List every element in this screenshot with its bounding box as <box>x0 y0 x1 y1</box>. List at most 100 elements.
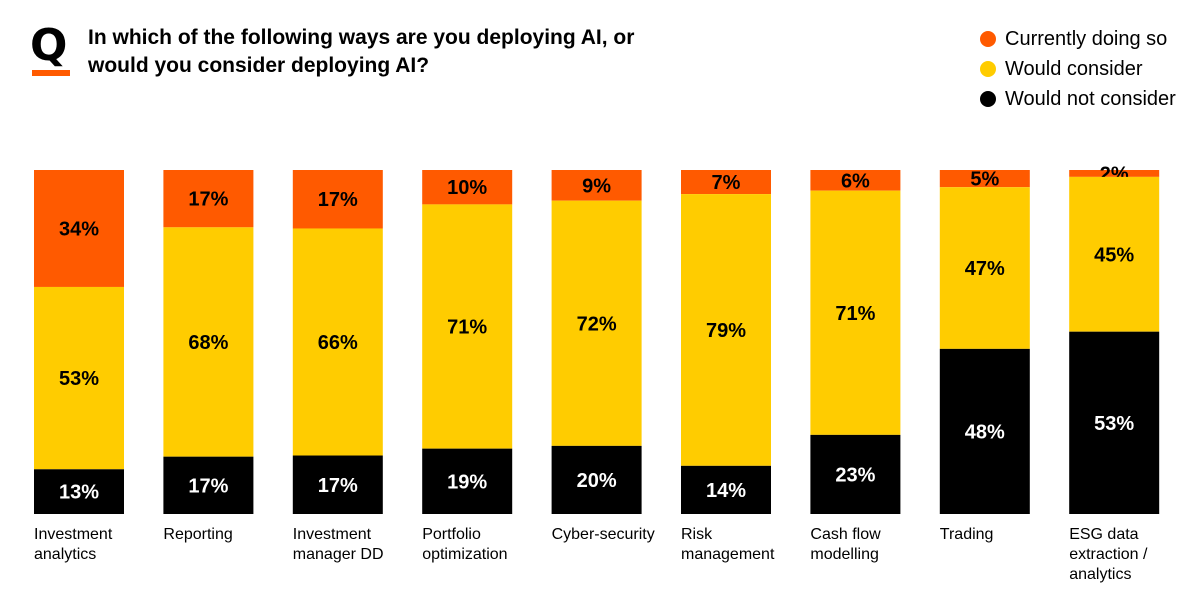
category-label-line: extraction / <box>1069 546 1148 563</box>
data-label-would-not: 17% <box>318 475 358 497</box>
category-label-line: analytics <box>34 546 96 563</box>
legend-label-currently: Currently doing so <box>1005 27 1168 50</box>
bar-group: 5% 47% 48% Trading <box>939 169 1030 543</box>
data-label-would-consider: 72% <box>577 313 617 335</box>
legend-item-would-consider: Would consider <box>980 54 1176 84</box>
bar-segment-would-consider <box>34 286 124 470</box>
data-label-would-consider: 68% <box>188 332 228 354</box>
data-label-currently: 5% <box>970 169 999 191</box>
category-label-line: management <box>681 546 775 563</box>
bar-group: 6% 71% 23% Cash flow modelling <box>810 170 901 563</box>
category-label: Risk management <box>681 526 775 563</box>
bar-group: 7% 79% 14% Risk management <box>681 170 775 563</box>
bar-segment-would-not <box>292 455 383 514</box>
category-label-line: optimization <box>422 546 507 563</box>
data-label-would-not: 14% <box>706 480 746 502</box>
data-label-would-not: 20% <box>577 470 617 492</box>
bar-group: 10% 71% 19% Portfolio optimization <box>422 170 513 563</box>
data-label-currently: 17% <box>188 189 228 211</box>
bar-group: 2%45%53%ESG data extraction / analytics <box>1069 163 1160 583</box>
bar-segment-currently <box>422 170 513 205</box>
bar-segment-would-consider <box>939 187 1030 349</box>
data-label-currently: 7% <box>712 172 741 194</box>
legend-dot-would-not <box>980 91 996 107</box>
data-label-would-not: 48% <box>965 421 1005 443</box>
category-label: Portfolio optimization <box>422 526 507 563</box>
bar-group: 17% 68% 17% Reporting <box>163 170 254 543</box>
bar-segment-would-not <box>551 445 642 514</box>
bar-segment-would-not <box>681 465 771 514</box>
bar-segment-would-consider <box>422 204 513 449</box>
q-logo: Q <box>30 20 72 76</box>
legend-label-would-consider: Would consider <box>1005 57 1143 80</box>
data-label-would-consider: 79% <box>706 320 746 342</box>
bar-segment-would-consider <box>163 227 254 457</box>
bar-segment-currently <box>163 170 254 228</box>
data-label-would-not: 19% <box>447 471 487 493</box>
data-label-would-consider: 71% <box>835 303 875 325</box>
legend: Currently doing so Would consider Would … <box>980 24 1176 114</box>
data-label-would-not: 13% <box>59 482 99 504</box>
data-label-would-consider: 47% <box>965 258 1005 280</box>
data-label-would-consider: 53% <box>59 368 99 390</box>
category-label-line: Cash flow <box>810 526 881 543</box>
category-label-line: Risk <box>681 526 713 543</box>
q-logo-letter: Q <box>30 20 67 71</box>
category-label-line: modelling <box>810 546 878 563</box>
category-label-line: Trading <box>940 526 994 543</box>
data-label-currently: 9% <box>582 175 611 197</box>
data-label-currently: 34% <box>59 218 99 240</box>
bar-segment-would-not <box>422 448 513 514</box>
data-label-would-consider: 66% <box>318 332 358 354</box>
bar-group: 17% 66% 17% Investment manager DD <box>292 170 384 563</box>
category-label: Reporting <box>163 526 232 543</box>
category-label: Investment analytics <box>34 526 113 563</box>
bar-segment-currently <box>34 170 124 287</box>
bar-segment-would-consider <box>1069 176 1160 332</box>
category-label: Investment manager DD <box>293 526 384 563</box>
bar-segment-would-consider <box>292 228 383 456</box>
category-label: ESG data extraction / analytics <box>1069 526 1148 583</box>
q-logo-underline <box>32 70 70 76</box>
bar-segment-would-not <box>810 434 901 514</box>
bar-segment-would-not <box>939 348 1030 514</box>
data-label-would-not: 53% <box>1094 413 1134 435</box>
category-label-line: analytics <box>1069 566 1131 583</box>
bar-segment-would-not <box>163 456 254 514</box>
data-label-currently: 6% <box>841 170 870 192</box>
bar-segment-would-not <box>1069 331 1160 514</box>
bar-segment-currently <box>810 170 901 191</box>
bar-segment-currently <box>292 170 383 229</box>
chart-title: In which of the following ways are you d… <box>88 26 635 77</box>
bar-segment-would-not <box>34 469 124 514</box>
bar-group: 34% 53% 13% Investment analytics <box>34 170 124 563</box>
legend-item-would-not: Would not consider <box>980 84 1176 114</box>
legend-item-currently: Currently doing so <box>980 24 1176 54</box>
bar-segment-currently <box>681 170 771 195</box>
category-label-line: Reporting <box>163 526 232 543</box>
category-label-line: Investment <box>293 526 372 543</box>
data-label-currently: 10% <box>447 177 487 199</box>
bar-segment-would-consider <box>681 194 771 466</box>
bar-segment-currently <box>551 170 642 201</box>
bar-segment-would-consider <box>810 190 901 435</box>
category-label-line: manager DD <box>293 546 384 563</box>
category-label-line: Investment <box>34 526 113 543</box>
data-label-would-consider: 71% <box>447 317 487 339</box>
legend-dot-currently <box>980 31 996 47</box>
legend-label-would-not: Would not consider <box>1005 87 1176 110</box>
category-label: Cash flow modelling <box>810 526 881 563</box>
bar-segment-would-consider <box>551 200 642 446</box>
data-label-would-not: 23% <box>835 464 875 486</box>
category-label-line: Cyber-security <box>552 526 655 543</box>
bar-group: 9% 72% 20% Cyber-security <box>551 170 655 543</box>
bar-segment-currently <box>939 170 1030 188</box>
bar-segment-currently <box>1069 170 1160 177</box>
data-label-would-consider: 45% <box>1094 244 1134 266</box>
legend-dot-would-consider <box>980 61 996 77</box>
data-label-would-not: 17% <box>188 475 228 497</box>
category-label-line: ESG data <box>1069 526 1138 543</box>
data-label-currently: 17% <box>318 189 358 211</box>
category-label: Trading <box>940 526 994 543</box>
